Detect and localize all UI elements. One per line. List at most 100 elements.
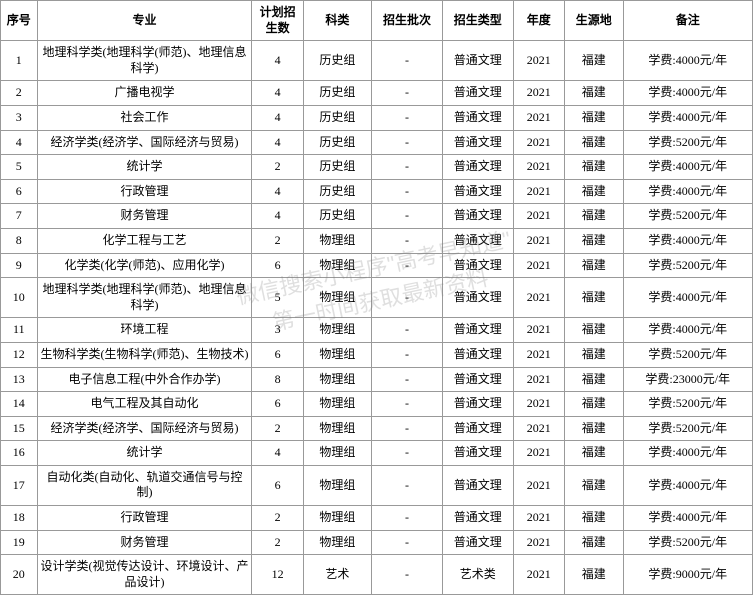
cell-type: 普通文理 <box>442 318 513 343</box>
cell-seq: 2 <box>1 81 38 106</box>
cell-seq: 17 <box>1 465 38 505</box>
cell-batch: - <box>372 530 443 555</box>
cell-batch: - <box>372 81 443 106</box>
cell-remark: 学费:5200元/年 <box>623 253 752 278</box>
header-major: 专业 <box>37 1 252 41</box>
cell-type: 普通文理 <box>442 130 513 155</box>
cell-seq: 9 <box>1 253 38 278</box>
cell-source: 福建 <box>564 392 623 417</box>
cell-year: 2021 <box>513 253 564 278</box>
cell-source: 福建 <box>564 416 623 441</box>
cell-major: 行政管理 <box>37 506 252 531</box>
cell-major: 财务管理 <box>37 204 252 229</box>
table-row: 13电子信息工程(中外合作办学)8物理组-普通文理2021福建学费:23000元… <box>1 367 753 392</box>
cell-type: 普通文理 <box>442 179 513 204</box>
table-row: 7财务管理4历史组-普通文理2021福建学费:5200元/年 <box>1 204 753 229</box>
cell-remark: 学费:4000元/年 <box>623 105 752 130</box>
table-row: 1地理科学类(地理科学(师范)、地理信息科学)4历史组-普通文理2021福建学费… <box>1 41 753 81</box>
cell-plan: 4 <box>252 441 303 466</box>
cell-year: 2021 <box>513 506 564 531</box>
cell-subject: 物理组 <box>303 441 371 466</box>
cell-source: 福建 <box>564 204 623 229</box>
cell-batch: - <box>372 179 443 204</box>
cell-remark: 学费:4000元/年 <box>623 81 752 106</box>
cell-subject: 历史组 <box>303 81 371 106</box>
cell-major: 环境工程 <box>37 318 252 343</box>
cell-remark: 学费:5200元/年 <box>623 130 752 155</box>
cell-subject: 历史组 <box>303 130 371 155</box>
cell-year: 2021 <box>513 441 564 466</box>
table-row: 12生物科学类(生物科学(师范)、生物技术)6物理组-普通文理2021福建学费:… <box>1 342 753 367</box>
cell-subject: 历史组 <box>303 204 371 229</box>
table-row: 3社会工作4历史组-普通文理2021福建学费:4000元/年 <box>1 105 753 130</box>
cell-source: 福建 <box>564 41 623 81</box>
header-remark: 备注 <box>623 1 752 41</box>
cell-major: 设计学类(视觉传达设计、环境设计、产品设计) <box>37 555 252 595</box>
cell-type: 普通文理 <box>442 342 513 367</box>
cell-seq: 13 <box>1 367 38 392</box>
cell-batch: - <box>372 278 443 318</box>
cell-remark: 学费:5200元/年 <box>623 392 752 417</box>
cell-batch: - <box>372 41 443 81</box>
cell-major: 行政管理 <box>37 179 252 204</box>
cell-year: 2021 <box>513 179 564 204</box>
cell-year: 2021 <box>513 130 564 155</box>
cell-year: 2021 <box>513 228 564 253</box>
cell-source: 福建 <box>564 130 623 155</box>
cell-type: 普通文理 <box>442 278 513 318</box>
table-row: 20设计学类(视觉传达设计、环境设计、产品设计)12艺术-艺术类2021福建学费… <box>1 555 753 595</box>
cell-remark: 学费:9000元/年 <box>623 555 752 595</box>
cell-source: 福建 <box>564 465 623 505</box>
cell-type: 普通文理 <box>442 465 513 505</box>
cell-plan: 6 <box>252 465 303 505</box>
cell-plan: 2 <box>252 155 303 180</box>
cell-seq: 20 <box>1 555 38 595</box>
cell-plan: 3 <box>252 318 303 343</box>
cell-source: 福建 <box>564 155 623 180</box>
cell-source: 福建 <box>564 81 623 106</box>
cell-major: 电气工程及其自动化 <box>37 392 252 417</box>
table-header: 序号 专业 计划招生数 科类 招生批次 招生类型 年度 生源地 备注 <box>1 1 753 41</box>
cell-subject: 物理组 <box>303 228 371 253</box>
cell-batch: - <box>372 465 443 505</box>
cell-remark: 学费:4000元/年 <box>623 465 752 505</box>
cell-type: 普通文理 <box>442 155 513 180</box>
cell-source: 福建 <box>564 105 623 130</box>
header-source: 生源地 <box>564 1 623 41</box>
cell-seq: 7 <box>1 204 38 229</box>
cell-major: 生物科学类(生物科学(师范)、生物技术) <box>37 342 252 367</box>
cell-seq: 5 <box>1 155 38 180</box>
cell-source: 福建 <box>564 555 623 595</box>
cell-plan: 2 <box>252 530 303 555</box>
cell-subject: 物理组 <box>303 392 371 417</box>
cell-batch: - <box>372 367 443 392</box>
cell-plan: 4 <box>252 179 303 204</box>
cell-remark: 学费:4000元/年 <box>623 228 752 253</box>
cell-seq: 12 <box>1 342 38 367</box>
cell-subject: 艺术 <box>303 555 371 595</box>
cell-batch: - <box>372 253 443 278</box>
table-row: 9化学类(化学(师范)、应用化学)6物理组-普通文理2021福建学费:5200元… <box>1 253 753 278</box>
cell-seq: 19 <box>1 530 38 555</box>
cell-seq: 6 <box>1 179 38 204</box>
cell-subject: 物理组 <box>303 416 371 441</box>
cell-plan: 2 <box>252 416 303 441</box>
cell-type: 普通文理 <box>442 204 513 229</box>
cell-remark: 学费:5200元/年 <box>623 530 752 555</box>
cell-source: 福建 <box>564 367 623 392</box>
cell-plan: 6 <box>252 253 303 278</box>
cell-major: 统计学 <box>37 441 252 466</box>
table-row: 2广播电视学4历史组-普通文理2021福建学费:4000元/年 <box>1 81 753 106</box>
cell-major: 经济学类(经济学、国际经济与贸易) <box>37 130 252 155</box>
cell-source: 福建 <box>564 253 623 278</box>
cell-year: 2021 <box>513 204 564 229</box>
cell-year: 2021 <box>513 465 564 505</box>
cell-major: 自动化类(自动化、轨道交通信号与控制) <box>37 465 252 505</box>
table-row: 15经济学类(经济学、国际经济与贸易)2物理组-普通文理2021福建学费:520… <box>1 416 753 441</box>
cell-subject: 物理组 <box>303 367 371 392</box>
cell-remark: 学费:5200元/年 <box>623 342 752 367</box>
cell-remark: 学费:5200元/年 <box>623 204 752 229</box>
table-row: 4经济学类(经济学、国际经济与贸易)4历史组-普通文理2021福建学费:5200… <box>1 130 753 155</box>
header-plan: 计划招生数 <box>252 1 303 41</box>
cell-type: 普通文理 <box>442 392 513 417</box>
